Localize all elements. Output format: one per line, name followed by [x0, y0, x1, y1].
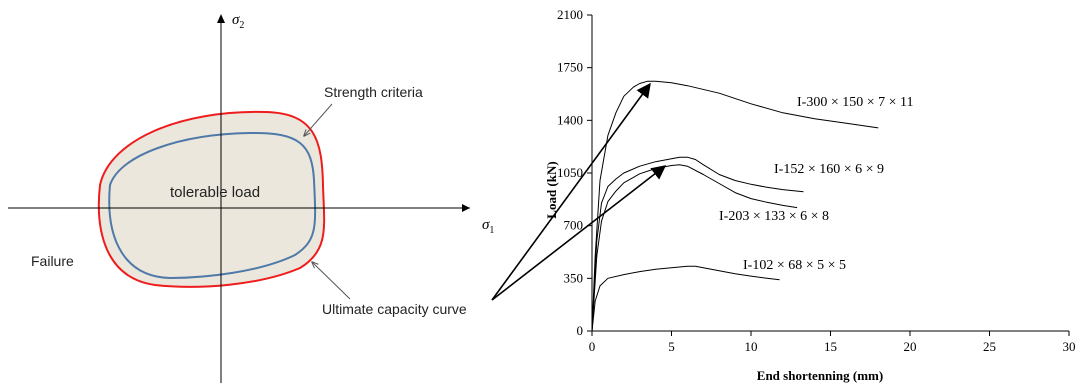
series-label-i300: I-300 × 150 × 7 × 11 — [797, 95, 914, 110]
series-line-1 — [591, 80, 879, 332]
connector-arrows — [491, 82, 667, 301]
chart-series — [591, 80, 879, 332]
x-tick-label: 0 — [589, 339, 596, 354]
y-tick-label: 1750 — [557, 60, 583, 75]
series-label-i152: I-152 × 160 × 6 × 9 — [774, 162, 884, 177]
x-tick-label: 20 — [904, 339, 917, 354]
chart-x-axis-label: End shortenning (mm) — [757, 368, 883, 383]
sigma2-axis-arrow — [217, 14, 225, 23]
x-tick-label: 10 — [745, 339, 758, 354]
ultimate-capacity-pointer — [312, 262, 351, 300]
y-tick-label: 2100 — [557, 7, 583, 22]
series-line-4 — [591, 265, 780, 332]
arrow-to-i152-curve — [491, 165, 667, 301]
y-tick-label: 350 — [564, 270, 584, 285]
strength-criteria-label: Strength criteria — [324, 84, 423, 100]
y-tick-label: 700 — [564, 218, 584, 233]
y-tick-label: 1400 — [557, 112, 583, 127]
x-tick-label: 15 — [824, 339, 837, 354]
ultimate-capacity-label: Ultimate capacity curve — [322, 301, 467, 317]
chart-ticks: 0 350 700 1050 1400 1750 2100 0 5 10 15 20 25 30 — [557, 7, 1076, 354]
arrow-to-i300-curve — [491, 82, 651, 301]
series-line-2 — [591, 156, 804, 332]
strength-diagram: σ1 σ2 tolerable load Strength criteria F… — [8, 12, 494, 383]
series-label-i203: I-203 × 133 × 6 × 8 — [719, 209, 829, 224]
chart-y-axis-label: Load (kN) — [544, 161, 559, 218]
strength-criteria-pointer — [304, 103, 333, 136]
sigma1-axis-arrow — [462, 204, 470, 212]
series-line-3 — [591, 164, 798, 332]
sigma2-label: σ2 — [232, 12, 244, 31]
tolerable-load-label: tolerable load — [170, 184, 260, 201]
x-tick-label: 30 — [1063, 339, 1076, 354]
ultimate-capacity-curve — [97, 110, 326, 288]
y-tick-label: 0 — [577, 323, 584, 338]
sigma1-label: σ1 — [482, 217, 494, 236]
load-shortening-chart: 0 350 700 1050 1400 1750 2100 0 5 10 15 20 25 30 End … — [544, 7, 1076, 383]
x-tick-label: 5 — [668, 339, 675, 354]
failure-label: Failure — [31, 253, 74, 269]
strength-criteria-curve — [108, 131, 317, 280]
x-tick-label: 25 — [983, 339, 996, 354]
series-label-i102: I-102 × 68 × 5 × 5 — [743, 258, 846, 273]
y-tick-label: 1050 — [557, 165, 583, 180]
